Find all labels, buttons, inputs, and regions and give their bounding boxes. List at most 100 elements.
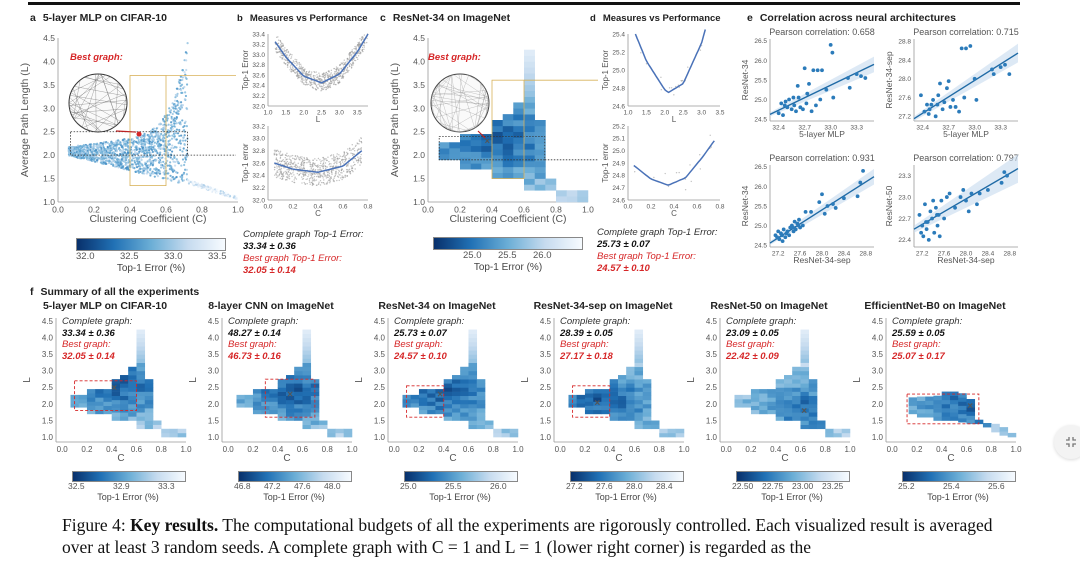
heatmap-cell — [136, 341, 146, 347]
data-point — [273, 168, 276, 171]
heatmap-cell — [252, 405, 262, 411]
data-point — [103, 155, 107, 158]
heatmap-cell — [468, 333, 478, 339]
data-point — [668, 87, 671, 89]
data-point — [329, 182, 331, 184]
data-point — [326, 159, 328, 162]
heatmap-cell — [775, 395, 785, 401]
graph-edge — [431, 88, 436, 96]
data-point — [366, 37, 368, 40]
pearson-title: Pearson correlation: 0.931 — [769, 153, 875, 163]
data-point — [314, 83, 317, 86]
y-tick-label: 2.0 — [42, 400, 54, 409]
heatmap-cell — [128, 416, 137, 421]
data-point — [345, 158, 348, 160]
data-point — [172, 120, 175, 123]
summary-colorbar-label: Top-1 Error (%) — [97, 492, 159, 502]
data-point — [859, 74, 863, 78]
data-point — [330, 73, 332, 75]
data-point — [283, 49, 285, 51]
heatmap-cell — [452, 399, 461, 405]
data-point — [149, 130, 153, 133]
data-point — [296, 64, 298, 66]
panel-c-title: c ResNet-34 on ImageNet — [380, 12, 511, 24]
data-point — [323, 179, 325, 181]
data-point — [92, 147, 95, 150]
data-point — [291, 66, 294, 68]
data-point — [150, 143, 153, 146]
heatmap-cell — [470, 151, 482, 158]
data-point — [297, 170, 300, 172]
heatmap-cell — [481, 157, 493, 164]
panel-f-title: f Summary of all the experiments — [30, 286, 200, 298]
graph-edge — [123, 95, 127, 118]
colorbar-tick: 25.0 — [463, 250, 482, 261]
heatmap-cell — [128, 403, 137, 409]
heatmap-cell — [534, 120, 546, 127]
data-point — [324, 168, 327, 170]
x-tick-label: 0.8 — [715, 204, 724, 211]
colorbar-tick: 22.50 — [732, 481, 754, 491]
heatmap-cell — [534, 172, 546, 179]
data-point — [173, 137, 176, 140]
data-point — [944, 195, 949, 199]
data-point — [298, 65, 301, 67]
data-point — [336, 161, 338, 163]
data-point — [803, 209, 808, 214]
graph-edge — [432, 111, 448, 130]
data-point — [332, 165, 334, 168]
y-tick-label: 1.0 — [540, 433, 552, 442]
data-point — [341, 63, 343, 65]
data-point — [308, 174, 310, 176]
data-point — [178, 82, 181, 85]
data-point — [323, 158, 325, 161]
heatmap-cell — [950, 416, 959, 421]
data-point — [925, 102, 929, 107]
data-point — [296, 166, 299, 168]
data-point — [171, 144, 174, 147]
heatmap-cell — [128, 370, 137, 376]
data-point — [170, 121, 173, 124]
x-tick-label: 0.0 — [555, 445, 567, 454]
data-point — [329, 86, 332, 89]
data-point — [295, 59, 298, 61]
data-point — [330, 177, 333, 180]
data-point — [322, 86, 324, 88]
data-point — [127, 145, 130, 148]
data-point — [333, 156, 335, 159]
data-point — [279, 56, 281, 58]
data-point — [178, 128, 181, 132]
heatmap-cell — [609, 387, 619, 392]
heatmap-cell — [759, 393, 768, 398]
heatmap-cell — [302, 370, 312, 376]
data-point — [346, 58, 348, 60]
heatmap-cell — [111, 412, 121, 417]
data-point — [170, 117, 173, 120]
data-point — [148, 145, 151, 148]
heatmap-cell — [642, 391, 652, 397]
data-point — [333, 72, 336, 75]
data-point — [634, 171, 636, 173]
data-point — [140, 158, 143, 162]
confidence-band — [914, 154, 1018, 233]
data-point — [116, 157, 119, 160]
heatmap-cell — [468, 379, 478, 384]
data-point — [936, 93, 941, 98]
heatmap-cell — [460, 145, 471, 152]
data-point — [166, 159, 169, 162]
complete-value: 25.73 ± 0.07 — [597, 239, 650, 250]
data-point — [814, 103, 818, 108]
data-point — [306, 157, 308, 159]
data-point — [291, 69, 293, 71]
heatmap-cell — [302, 399, 312, 405]
data-point — [286, 66, 289, 68]
heatmap-cell — [759, 401, 768, 406]
data-point — [946, 79, 951, 84]
exit-fullscreen-button[interactable] — [1054, 425, 1080, 459]
data-point — [354, 48, 357, 50]
data-point — [82, 150, 85, 153]
data-point — [314, 75, 316, 77]
data-point — [310, 168, 313, 170]
data-point — [169, 109, 173, 112]
graph-edge — [69, 100, 127, 106]
